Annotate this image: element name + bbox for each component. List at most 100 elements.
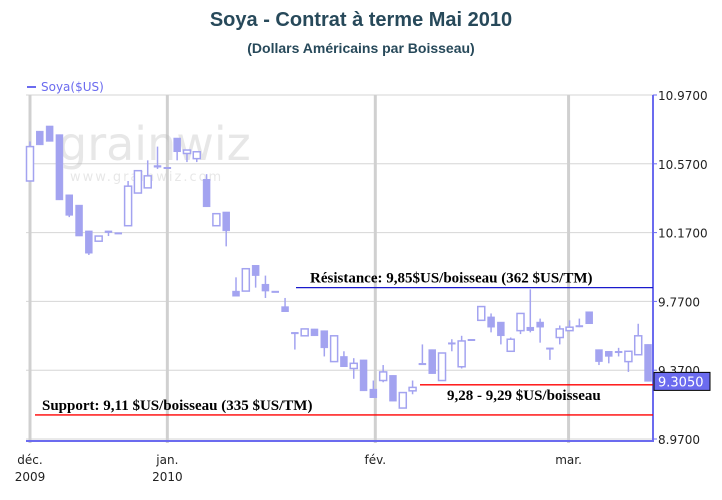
- x-tick-year-label: 2010: [152, 470, 183, 484]
- candle-body-up: [349, 362, 358, 370]
- candle: [104, 230, 113, 237]
- candle: [389, 375, 397, 402]
- candle: [310, 328, 319, 337]
- candle-body-up: [437, 352, 447, 382]
- candle-body-down: [232, 290, 240, 297]
- candle: [251, 265, 260, 288]
- candle: [202, 174, 211, 208]
- candle-body-up: [477, 305, 486, 322]
- candle-body-down: [320, 330, 329, 349]
- candle-body-down: [153, 165, 162, 168]
- candle: [163, 166, 172, 169]
- candle: [536, 318, 544, 343]
- candle: [408, 380, 417, 395]
- candle: [506, 337, 515, 353]
- candle-body-up: [398, 391, 408, 409]
- candle-body-down: [467, 338, 476, 341]
- support-label: Support: 9,11 $US/boisseau (335 $US/TM): [42, 398, 312, 414]
- candle: [497, 321, 505, 345]
- candle-body-down: [605, 351, 613, 357]
- candle-body-up: [25, 145, 35, 182]
- candle: [36, 130, 44, 146]
- y-tick-label: 10.5700: [658, 158, 708, 172]
- candle: [329, 335, 339, 363]
- candle-body-down: [359, 359, 368, 392]
- candle: [114, 232, 123, 235]
- candle-body-down: [114, 232, 123, 235]
- candle-body-down: [163, 166, 172, 169]
- annotations: Résistance: 9,85$US/boisseau (362 $US/TM…: [35, 271, 653, 416]
- candle: [378, 365, 388, 383]
- legend[interactable]: Soya($US): [27, 80, 104, 94]
- candle: [644, 344, 652, 382]
- candle-body-up: [624, 350, 633, 363]
- candle-body-up: [555, 328, 564, 339]
- candle-body-down: [497, 321, 505, 337]
- candle: [477, 305, 486, 322]
- candle-body-up: [457, 340, 466, 368]
- candle-body-down: [448, 342, 456, 345]
- candle-body-down: [104, 230, 113, 233]
- candle-body-up: [633, 335, 643, 356]
- candle: [369, 380, 378, 398]
- candle: [614, 347, 623, 357]
- candle: [271, 290, 279, 293]
- candle-body-up: [143, 175, 152, 189]
- candle: [55, 134, 64, 201]
- chart-subtitle: (Dollars Américains par Boisseau): [247, 40, 475, 56]
- candle-body-up: [378, 371, 388, 382]
- candle: [192, 151, 202, 163]
- svg-text:grainwiz: grainwiz: [58, 117, 251, 171]
- candles: [25, 125, 652, 409]
- candle: [526, 289, 535, 333]
- candle: [222, 211, 230, 247]
- candle-body-down: [614, 351, 623, 354]
- legend-label[interactable]: Soya($US): [41, 80, 104, 94]
- candle: [281, 297, 289, 312]
- candle-body-down: [75, 204, 83, 237]
- candle: [291, 332, 299, 350]
- candle-body-down: [536, 321, 544, 328]
- candle-body-down: [85, 230, 93, 254]
- candle: [585, 311, 593, 325]
- candle: [359, 359, 368, 392]
- candle: [418, 344, 427, 366]
- candle: [633, 323, 643, 356]
- candle: [143, 160, 152, 189]
- candle: [85, 230, 93, 255]
- candle-body-down: [310, 328, 319, 337]
- candle-body-up: [408, 386, 417, 392]
- candle: [241, 267, 251, 292]
- candle: [153, 146, 162, 169]
- candle-body-down: [222, 211, 230, 232]
- y-tick-label: 10.1700: [658, 227, 708, 241]
- candle-body-down: [389, 375, 397, 402]
- candle-body-down: [595, 349, 603, 362]
- candle: [261, 275, 270, 298]
- candle: [182, 149, 192, 163]
- candle: [173, 137, 181, 161]
- candle-body-up: [565, 326, 574, 332]
- candle-body-down: [65, 194, 73, 216]
- candle-body-up: [300, 328, 309, 337]
- candle-body-down: [418, 363, 427, 366]
- candle: [437, 352, 447, 382]
- candle-body-down: [369, 388, 378, 398]
- candle-body-down: [291, 332, 299, 335]
- candle: [487, 313, 495, 333]
- candle-body-down: [546, 347, 554, 350]
- candle-body-down: [644, 344, 652, 382]
- candle: [575, 318, 584, 328]
- candle-body-down: [428, 349, 436, 374]
- candle: [565, 320, 574, 332]
- x-tick-label: déc.: [17, 453, 42, 467]
- candle: [212, 212, 221, 227]
- candle: [546, 347, 554, 360]
- candle: [448, 339, 456, 352]
- x-tick-label: mar.: [555, 453, 582, 467]
- candle: [428, 349, 436, 374]
- candle: [516, 312, 525, 335]
- candle-body-up: [123, 185, 133, 227]
- candle: [595, 349, 603, 366]
- candle-body-down: [261, 283, 270, 292]
